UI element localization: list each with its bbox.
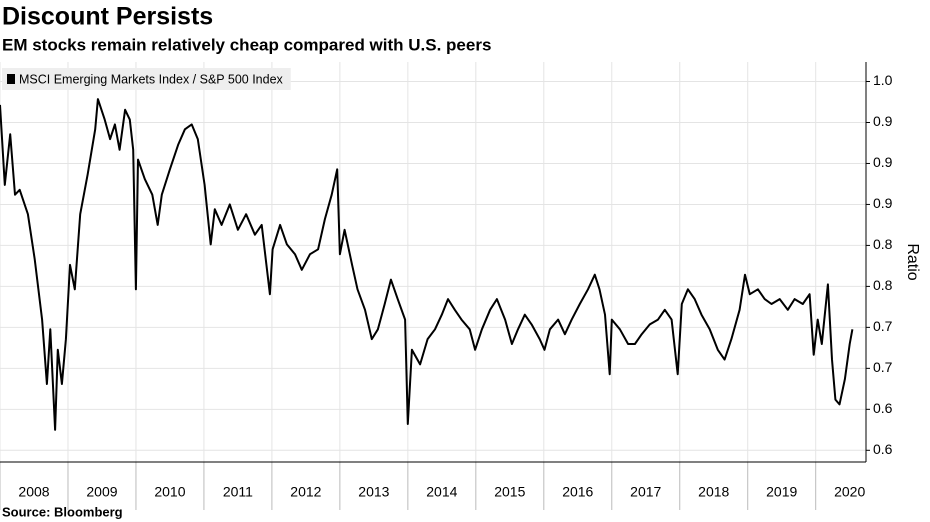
x-tick-label: 2015 xyxy=(494,484,525,500)
y-tick-label: 0.7 xyxy=(873,359,893,375)
x-tick-label: 2014 xyxy=(426,484,457,500)
legend-box xyxy=(2,68,291,90)
y-tick-label: 0.6 xyxy=(873,400,893,416)
x-tick-label: 2020 xyxy=(834,484,865,500)
source: Source: Bloomberg xyxy=(2,504,123,519)
x-tick-label: 2018 xyxy=(698,484,729,500)
x-tick-label: 2011 xyxy=(223,484,253,500)
y-axis-label: Ratio xyxy=(904,243,921,280)
y-tick-label: 0.9 xyxy=(873,113,893,129)
y-tick-label: 0.9 xyxy=(873,195,893,211)
y-tick-label: 0.7 xyxy=(873,318,893,334)
x-tick-label: 2008 xyxy=(18,484,49,500)
legend-swatch xyxy=(7,74,15,84)
x-tick-label: 2010 xyxy=(154,484,185,500)
y-tick-label: 0.8 xyxy=(873,236,893,252)
x-tick-label: 2019 xyxy=(766,484,797,500)
chart-title: Discount Persists xyxy=(2,3,213,31)
x-tick-label: 2009 xyxy=(86,484,117,500)
x-tick-label: 2016 xyxy=(562,484,593,500)
x-tick-label: 2017 xyxy=(630,484,661,500)
chart-subtitle: EM stocks remain relatively cheap compar… xyxy=(2,35,491,54)
y-tick-label: 1.0 xyxy=(873,72,893,88)
legend-label: MSCI Emerging Markets Index / S&P 500 In… xyxy=(19,72,284,86)
x-tick-label: 2013 xyxy=(358,484,389,500)
y-tick-label: 0.6 xyxy=(873,441,893,457)
y-tick-label: 0.8 xyxy=(873,277,893,293)
y-tick-label: 0.9 xyxy=(873,154,893,170)
x-tick-label: 2012 xyxy=(290,484,321,500)
legend: MSCI Emerging Markets Index / S&P 500 In… xyxy=(2,68,291,90)
data-line xyxy=(0,98,854,431)
